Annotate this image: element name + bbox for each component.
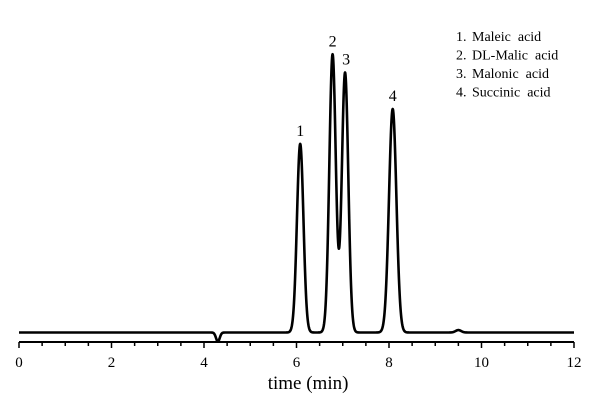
legend: 1. Maleic acid 2. DL-Malic acid 3. Malonic ac… bbox=[456, 30, 558, 101]
legend-label: Malonic acid bbox=[472, 67, 549, 82]
x-tick-label: 12 bbox=[567, 355, 582, 371]
x-axis-title: time (min) bbox=[268, 373, 349, 394]
x-tick-label: 0 bbox=[15, 355, 23, 371]
peak-label-2: 2 bbox=[329, 33, 337, 50]
legend-label: Succinic acid bbox=[472, 86, 551, 101]
legend-number: 1. bbox=[456, 30, 467, 45]
legend-number: 4. bbox=[456, 86, 467, 101]
legend-number: 2. bbox=[456, 49, 467, 64]
peak-label-1: 1 bbox=[296, 123, 304, 140]
x-tick-label: 6 bbox=[293, 355, 301, 371]
legend-label: Maleic acid bbox=[472, 30, 541, 45]
chromatogram-trace bbox=[17, 52, 576, 343]
x-tick-label: 8 bbox=[385, 355, 393, 371]
x-axis: 0 2 4 6 8 10 12 bbox=[15, 341, 582, 371]
peak-label-3: 3 bbox=[342, 52, 350, 69]
peak-labels: 1 23 4 bbox=[296, 33, 397, 139]
x-tick-label: 4 bbox=[200, 355, 208, 371]
x-tick-label: 10 bbox=[474, 355, 489, 371]
legend-label: DL-Malic acid bbox=[472, 49, 558, 64]
peak-label-4: 4 bbox=[389, 88, 397, 105]
x-tick-label: 2 bbox=[108, 355, 116, 371]
legend-number: 3. bbox=[456, 67, 467, 82]
